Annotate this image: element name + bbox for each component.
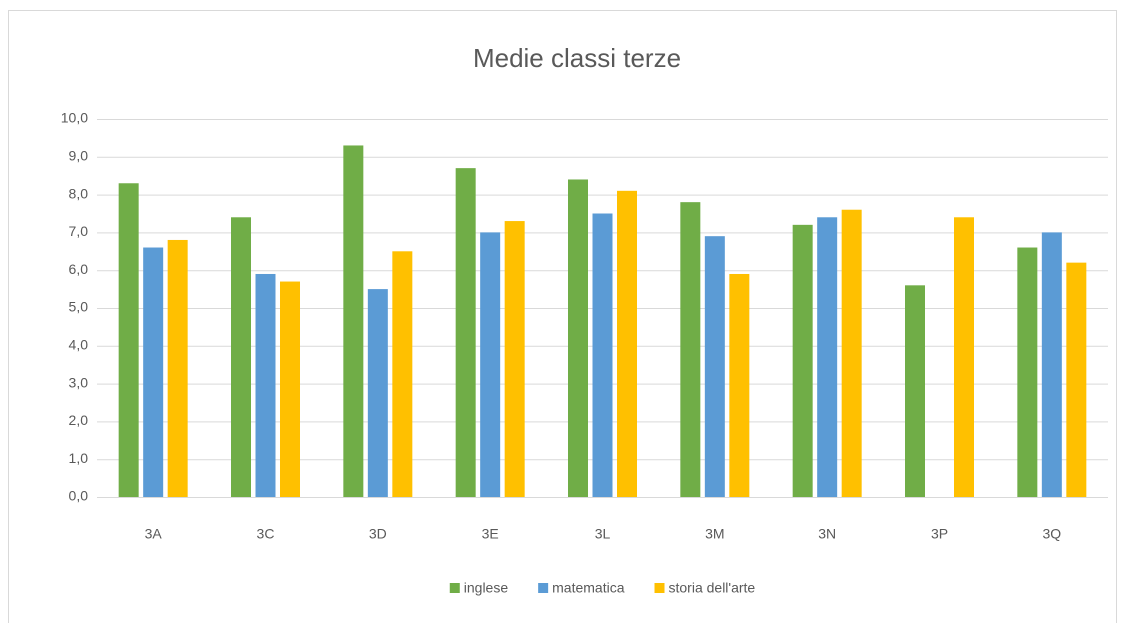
chart-border [8,10,1117,623]
y-tick-label: 5,0 [69,299,89,315]
bar [592,213,613,497]
y-tick-label: 0,0 [69,488,89,504]
y-tick-label: 7,0 [69,223,89,239]
bar [167,239,188,497]
legend-label: storia dell'arte [669,580,756,596]
bar [817,217,838,497]
legend-swatch [538,583,549,593]
legend-swatch [449,583,460,593]
y-tick-label: 9,0 [69,148,89,164]
bar [729,273,750,497]
bar [143,247,164,497]
bar [504,221,525,497]
x-tick-label: 3A [145,526,163,542]
bar [455,168,476,497]
y-tick-label: 1,0 [69,450,89,466]
legend-label: matematica [552,580,625,596]
legend-label: inglese [464,580,509,596]
bar [280,281,300,497]
y-tick-label: 10,0 [61,110,88,126]
bar [704,236,725,497]
bar [231,217,251,497]
x-tick-label: 3Q [1042,526,1061,542]
bar [1041,232,1062,497]
chart-title: Medie classi terze [473,43,681,73]
bar [680,202,701,497]
y-tick-label: 6,0 [69,261,89,277]
y-tick-label: 2,0 [69,412,89,428]
x-tick-label: 3C [257,526,275,542]
bar [1066,262,1087,497]
bar [617,190,637,497]
y-tick-label: 4,0 [69,337,89,353]
bar [792,224,813,497]
bar [392,251,413,497]
legend-swatch [654,583,665,593]
x-tick-label: 3P [931,526,948,542]
bar [480,232,501,497]
bar [343,145,364,497]
y-tick-label: 3,0 [69,374,89,390]
x-tick-label: 3N [818,526,836,542]
bar [841,209,862,497]
x-tick-label: 3L [595,526,611,542]
bar [255,273,276,497]
bar [1017,247,1038,497]
bar [905,285,925,497]
bar [954,217,974,497]
bar [568,179,588,498]
y-tick-label: 8,0 [69,185,89,201]
bar [118,183,139,497]
x-tick-label: 3M [705,526,724,542]
x-tick-label: 3D [369,526,387,542]
bar [367,289,388,497]
x-tick-label: 3E [482,526,499,542]
